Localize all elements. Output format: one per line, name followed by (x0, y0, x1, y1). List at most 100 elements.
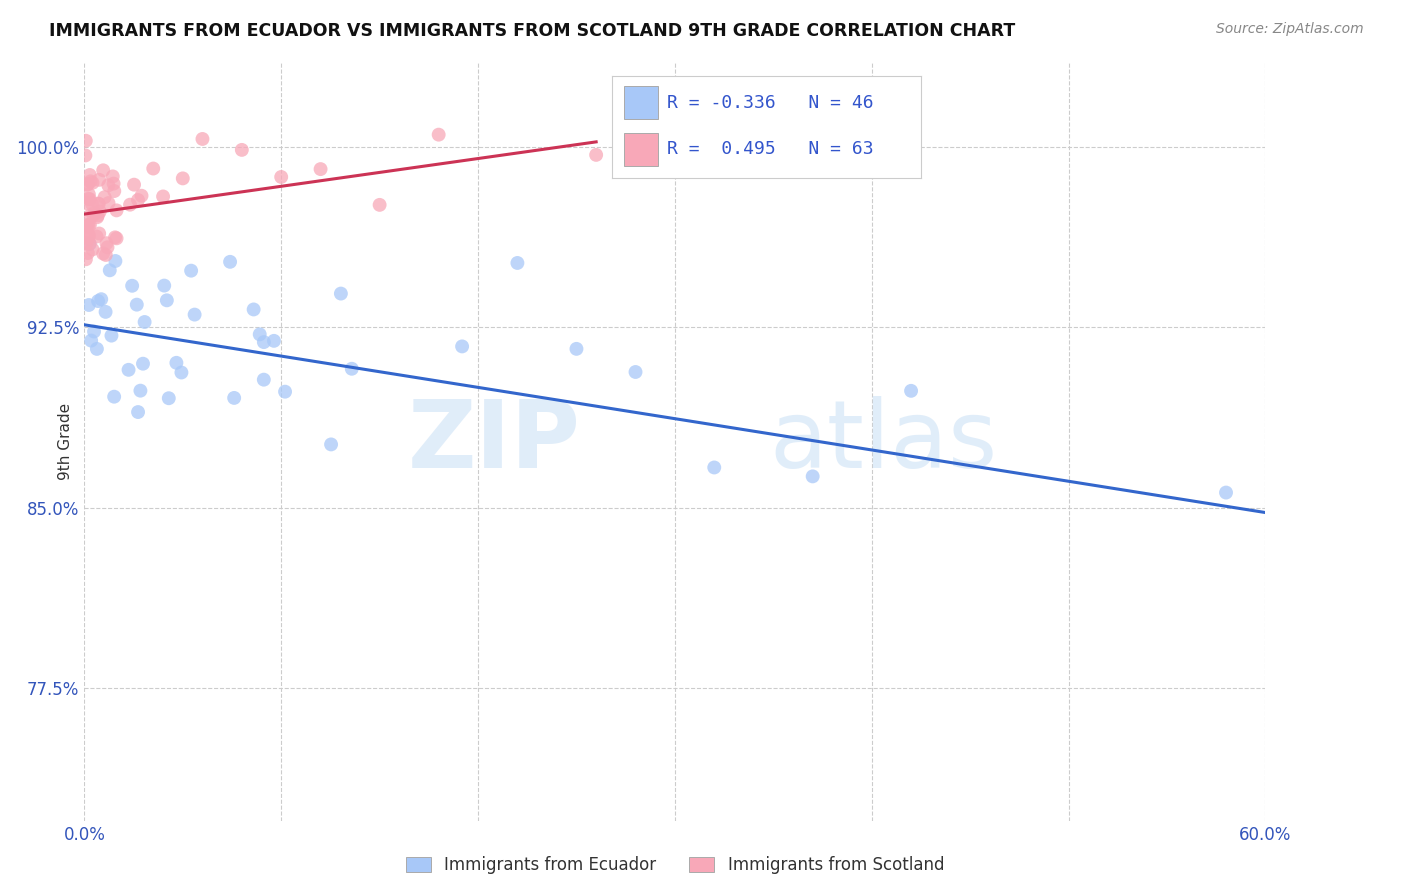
Point (274, 384, 297, 399)
Point (100, 328, 122, 343)
Point (319, 437, 342, 451)
Point (97, 178, 120, 193)
Point (103, 390, 125, 404)
Point (170, 366, 193, 380)
Point (127, 193, 149, 207)
Point (76, 178, 98, 192)
Point (900, 384, 922, 398)
Point (90, 292, 112, 306)
Point (97, 196, 120, 211)
Point (79, 218, 101, 232)
Point (94, 248, 117, 262)
Point (76, 218, 98, 232)
Point (129, 384, 152, 398)
FancyBboxPatch shape (624, 133, 658, 166)
Point (75, 134, 97, 148)
Point (117, 363, 139, 377)
Point (156, 293, 179, 308)
Point (89, 227, 111, 241)
Point (89, 204, 111, 219)
Point (506, 256, 529, 270)
Point (96, 240, 118, 254)
Legend: Immigrants from Ecuador, Immigrants from Scotland: Immigrants from Ecuador, Immigrants from… (399, 849, 950, 880)
Point (103, 184, 125, 198)
Point (79, 237, 101, 252)
Point (94, 305, 117, 319)
Point (309, 162, 332, 177)
Point (132, 357, 155, 371)
Point (87, 294, 110, 309)
Point (131, 188, 153, 202)
Point (77, 227, 100, 242)
Point (134, 315, 156, 329)
Text: R = -0.336   N = 46: R = -0.336 N = 46 (668, 94, 875, 112)
Point (105, 203, 128, 218)
Text: atlas: atlas (769, 395, 998, 488)
Point (77, 192, 100, 206)
Point (76, 196, 98, 211)
Point (191, 132, 214, 146)
Point (86, 211, 108, 225)
Point (96, 236, 118, 251)
Point (120, 197, 142, 211)
Point (231, 143, 253, 157)
Point (122, 178, 145, 192)
Point (165, 356, 187, 370)
Point (104, 230, 127, 244)
Point (77, 298, 100, 312)
Point (249, 327, 271, 342)
Point (91, 246, 114, 260)
Point (82, 208, 104, 222)
Text: R =  0.495   N = 63: R = 0.495 N = 63 (668, 140, 875, 158)
Point (142, 161, 165, 176)
Point (451, 339, 474, 353)
Point (427, 128, 450, 142)
Point (152, 189, 174, 203)
Point (219, 255, 242, 269)
Point (585, 148, 607, 162)
Text: IMMIGRANTS FROM ECUADOR VS IMMIGRANTS FROM SCOTLAND 9TH GRADE CORRELATION CHART: IMMIGRANTS FROM ECUADOR VS IMMIGRANTS FR… (49, 22, 1015, 40)
Point (703, 460, 725, 475)
Point (368, 198, 391, 212)
Point (224, 391, 246, 405)
Point (79, 208, 101, 222)
Point (77, 187, 100, 202)
Point (565, 342, 588, 356)
Point (101, 169, 124, 184)
Point (125, 298, 148, 312)
Point (75, 252, 97, 267)
Y-axis label: 9th Grade: 9th Grade (58, 403, 73, 480)
Point (82, 243, 104, 257)
Point (340, 361, 363, 376)
Point (87, 197, 110, 211)
Point (75, 236, 97, 251)
Point (76, 178, 98, 192)
Point (1215, 485, 1237, 500)
Point (80, 196, 103, 211)
Point (83, 206, 105, 220)
Point (329, 286, 352, 301)
Point (79, 174, 101, 188)
Point (86, 342, 108, 356)
Point (82, 176, 104, 190)
Text: ZIP: ZIP (408, 395, 581, 488)
Point (76, 246, 98, 260)
FancyBboxPatch shape (624, 87, 658, 119)
Point (77, 219, 100, 233)
Point (624, 365, 647, 379)
Text: Source: ZipAtlas.com: Source: ZipAtlas.com (1216, 22, 1364, 37)
Point (91, 163, 114, 178)
Point (93, 190, 115, 204)
Point (801, 469, 824, 483)
Point (153, 278, 176, 293)
Point (263, 334, 285, 348)
Point (183, 308, 205, 322)
Point (75, 148, 97, 162)
Point (87, 209, 110, 223)
Point (98, 263, 121, 277)
Point (77, 229, 100, 244)
Point (121, 278, 143, 293)
Point (79, 192, 101, 206)
Point (253, 335, 276, 350)
Point (89, 173, 111, 187)
